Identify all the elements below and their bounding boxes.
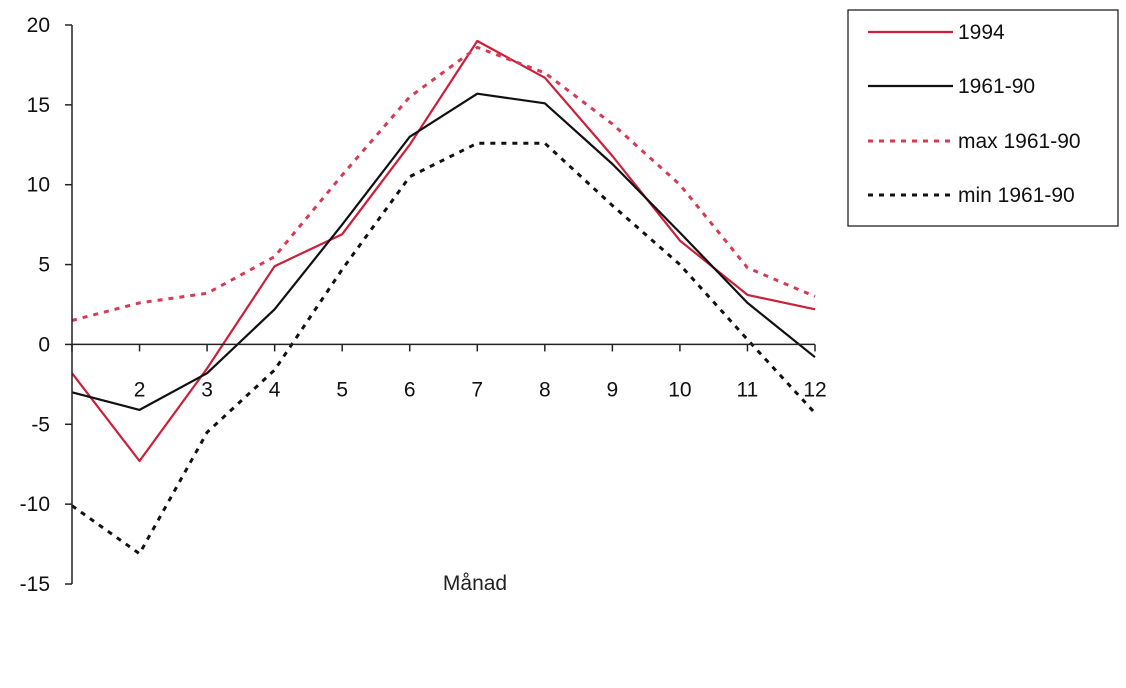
x-tick-label: 5 <box>336 378 348 401</box>
x-axis-title: Månad <box>443 572 507 595</box>
legend: 1994 1961-90 max 1961-90 min 1961-90 <box>847 9 1119 227</box>
x-tick-label: 7 <box>471 378 483 401</box>
x-tick-label: 2 <box>134 378 146 401</box>
x-tick-label: 10 <box>668 378 691 401</box>
y-tick-label: 15 <box>27 94 50 117</box>
legend-box <box>847 9 1119 227</box>
series-line-2 <box>71 92 816 411</box>
y-tick-label: 5 <box>38 254 50 277</box>
legend-label-2: 1961-90 <box>958 75 1035 98</box>
y-tick-label: -10 <box>20 493 50 516</box>
plot-area <box>71 39 817 556</box>
x-tick-label: 4 <box>269 378 281 401</box>
y-tick-label: -5 <box>31 413 50 436</box>
y-tick-label: 0 <box>38 333 50 356</box>
legend-label-4: min 1961-90 <box>958 184 1075 207</box>
x-tick-label: 3 <box>201 378 213 401</box>
series-line-1 <box>71 39 816 463</box>
y-tick-label: -15 <box>20 573 50 596</box>
legend-label-1: 1994 <box>958 21 1005 44</box>
y-tick-label: 10 <box>27 174 50 197</box>
legend-label-3: max 1961-90 <box>958 130 1081 153</box>
axes <box>71 25 815 584</box>
x-tick-label: 8 <box>539 378 551 401</box>
x-tick-label: 6 <box>404 378 416 401</box>
ticks: -15 -10 -5 0 5 10 15 20 2 3 4 5 6 7 8 9 10 11 12 <box>20 14 827 596</box>
x-tick-label: 11 <box>737 378 759 401</box>
y-tick-label: 20 <box>27 14 50 37</box>
series-line-4 <box>71 141 817 556</box>
series-line-3 <box>71 45 816 322</box>
x-tick-label: 12 <box>803 378 826 401</box>
x-tick-label: 9 <box>607 378 619 401</box>
